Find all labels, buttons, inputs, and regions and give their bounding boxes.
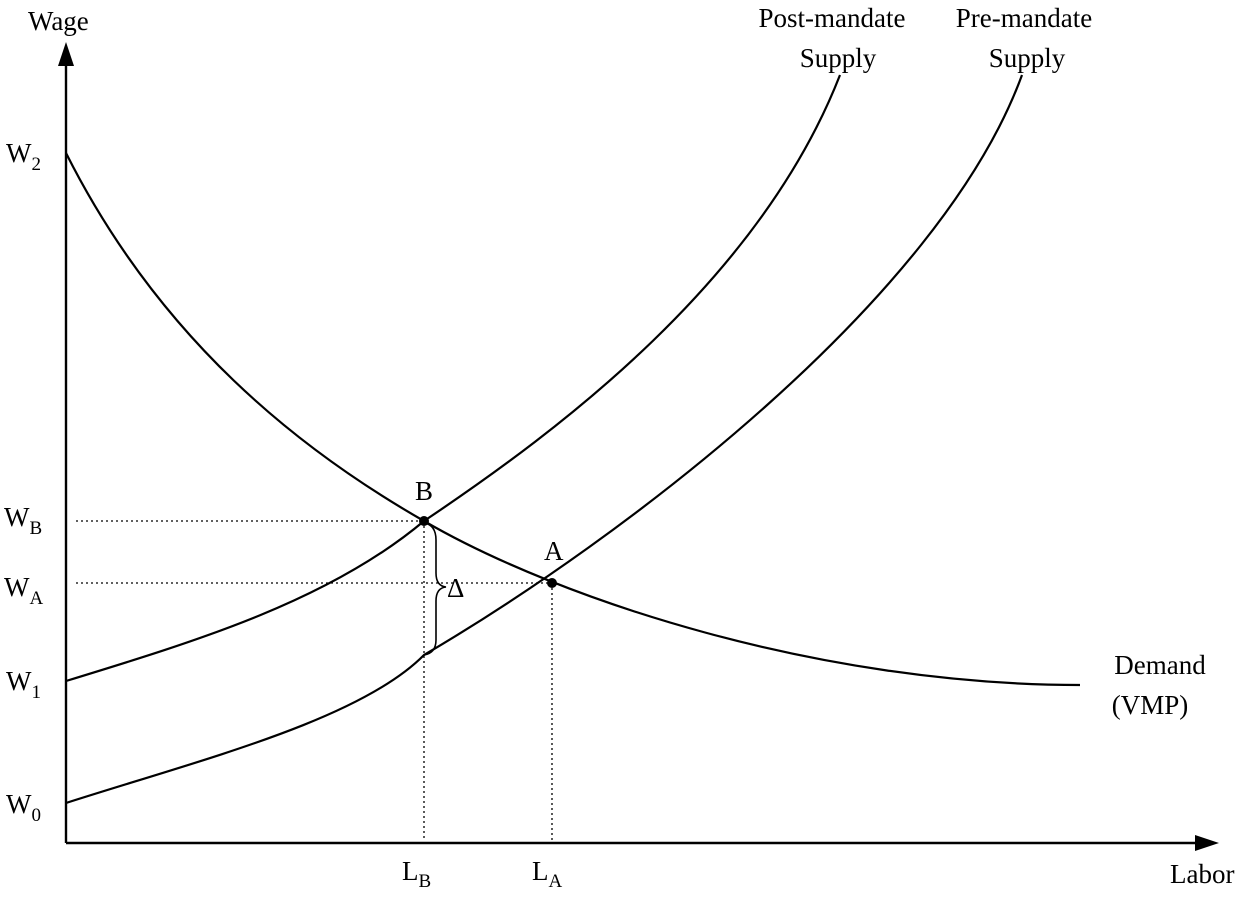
equilibrium-point-a — [547, 578, 557, 588]
y-axis-arrow — [58, 42, 74, 66]
y-tick-wb: WB — [4, 502, 42, 539]
y-tick-w0: W0 — [6, 789, 41, 826]
post-mandate-supply-curve — [65, 74, 842, 683]
x-tick-lb: LB — [402, 856, 431, 892]
post-mandate-label-line1: Post-mandate — [759, 3, 906, 33]
pre-mandate-supply-curve — [65, 74, 1024, 805]
demand-curve — [65, 152, 1081, 687]
x-tick-la: LA — [532, 856, 563, 892]
mandate-gap-label: Δ — [447, 573, 464, 603]
equilibrium-point-b — [419, 516, 429, 526]
x-axis-arrow — [1195, 835, 1219, 851]
post-mandate-label-line2: Supply — [800, 43, 877, 73]
y-tick-w1: W1 — [6, 666, 41, 703]
mandate-gap-brace — [423, 522, 447, 656]
guide-lines — [76, 520, 553, 840]
y-tick-w2: W2 — [6, 138, 41, 175]
y-axis-label: Wage — [28, 6, 89, 36]
pre-mandate-label-line1: Pre-mandate — [956, 3, 1092, 33]
point-b-label: B — [415, 476, 433, 506]
axes — [58, 42, 1219, 851]
y-tick-wa: WA — [4, 572, 43, 609]
demand-label-line1: Demand — [1114, 650, 1206, 680]
demand-label-line2: (VMP) — [1112, 690, 1189, 720]
x-axis-label: Labor — [1170, 859, 1234, 889]
pre-mandate-label-line2: Supply — [989, 43, 1066, 73]
point-a-label: A — [544, 536, 564, 566]
